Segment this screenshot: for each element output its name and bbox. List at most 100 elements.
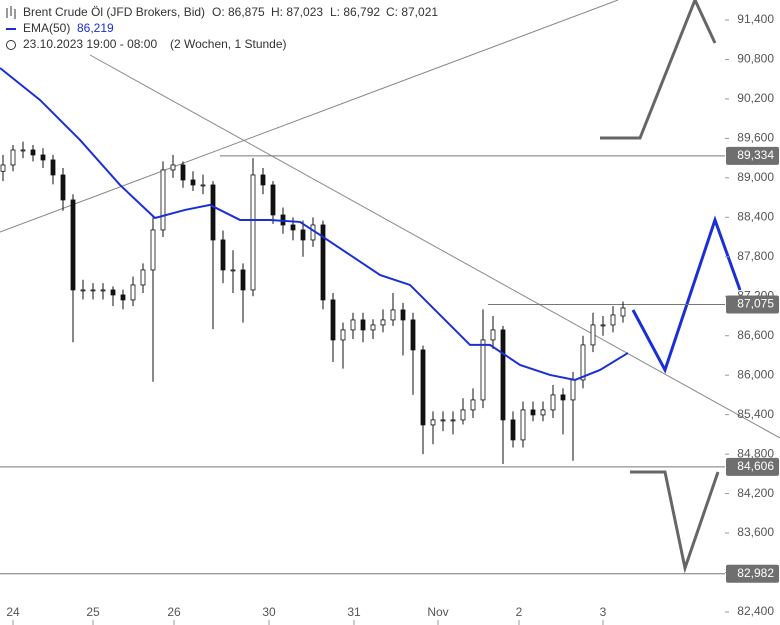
candle-body [10, 149, 16, 166]
level-box [726, 457, 779, 476]
x-tick-label: 2 [516, 605, 523, 619]
plot: 91,400 90,800 90,200 89,600 89,000 88,400 87,8… [0, 12, 779, 625]
level-label: 84,606 [737, 459, 774, 473]
y-tick-label: 90,200 [737, 91, 774, 105]
candle-body [250, 174, 256, 291]
candle-body [290, 224, 296, 231]
y-tick-label: 89,600 [737, 131, 774, 145]
candle-body [470, 399, 476, 411]
candle-body [420, 349, 426, 426]
candle-body [340, 329, 346, 341]
high: H: 87,023 [271, 5, 323, 19]
candle-body [90, 289, 96, 292]
y-tick-label: 89,000 [737, 170, 774, 184]
x-tick-label: 3 [600, 605, 607, 619]
range: (2 Wochen, 1 Stunde) [170, 37, 287, 51]
candle-body [370, 324, 376, 331]
x-tick-label: 24 [6, 605, 20, 619]
candle-body [600, 324, 606, 327]
candle-body [350, 319, 356, 331]
trend-line [0, 0, 619, 233]
ema-line [0, 67, 629, 381]
y-tick-label: 86,000 [737, 367, 774, 381]
scenario-up [600, 0, 717, 140]
clock-icon [6, 40, 16, 50]
candle-body [170, 164, 176, 171]
candle-body [380, 319, 386, 326]
candle-body [400, 309, 406, 321]
candle-body [320, 224, 326, 301]
candle-body [40, 154, 46, 161]
candle-body [560, 394, 566, 401]
low: L: 86,792 [330, 5, 380, 19]
candle-body [180, 164, 186, 181]
candle-body [100, 289, 106, 292]
candle-body [150, 229, 156, 271]
candle-body [60, 174, 66, 201]
candle-body [130, 284, 136, 301]
candle-body [110, 289, 116, 296]
candle-body [330, 299, 336, 341]
candle-body [610, 314, 616, 326]
level-label: 89,334 [737, 148, 774, 162]
y-tick-label: 85,400 [737, 407, 774, 421]
indicator-name: EMA(50) [23, 21, 70, 35]
bar-icon [6, 6, 16, 19]
candle-body [530, 409, 536, 416]
candle-body [410, 319, 416, 351]
x-tick-label: 31 [347, 605, 361, 619]
candle-body [230, 269, 236, 272]
candle-body [490, 329, 496, 341]
candle-body [210, 184, 216, 241]
candle-body [160, 169, 166, 231]
candle-body [140, 269, 146, 286]
close: C: 87,021 [386, 5, 438, 19]
candle-body [390, 309, 396, 321]
candle-body [480, 339, 486, 401]
legend: Brent Crude Öl (JFD Brokers, Bid) O: 86,… [6, 5, 438, 51]
x-tick-label: Nov [427, 605, 448, 619]
indicator-value: 86,219 [77, 21, 114, 35]
y-tick-label: 83,600 [737, 525, 774, 539]
x-tick-label: 26 [167, 605, 181, 619]
candle-body [50, 159, 56, 176]
candle-body [440, 419, 446, 422]
level-label: 87,075 [737, 297, 774, 311]
candle-body [590, 324, 596, 346]
candle-body [300, 229, 306, 241]
candle-body [540, 409, 546, 416]
candle-body [550, 394, 556, 411]
level-box [726, 146, 779, 165]
candle-body [30, 149, 36, 156]
y-tick-label: 82,400 [737, 604, 774, 618]
scenario-down [630, 470, 720, 574]
candle-body [240, 269, 246, 291]
candle-body [500, 329, 506, 421]
candle-body [450, 419, 456, 422]
y-tick-label: 84,800 [737, 446, 774, 460]
candle-body [80, 289, 86, 292]
y-tick-label: 90,800 [737, 52, 774, 66]
instrument-title: Brent Crude Öl (JFD Brokers, Bid) [23, 5, 205, 19]
candle-body [570, 379, 576, 401]
candle-body [360, 319, 366, 331]
drawings [0, 0, 780, 574]
trend-line [89, 54, 780, 439]
candle-body [580, 344, 586, 381]
candle-body [0, 164, 6, 172]
y-tick-label: 88,400 [737, 209, 774, 223]
candle-body [620, 307, 626, 317]
candle-body [20, 149, 26, 152]
candle-body [520, 409, 526, 441]
y-tick-label: 87,800 [737, 249, 774, 263]
candle-body [120, 294, 126, 301]
level-box [726, 295, 779, 314]
y-tick-label: 91,400 [737, 12, 774, 26]
y-tick-label: 86,600 [737, 328, 774, 342]
candle-body [430, 419, 436, 426]
candle-body [460, 409, 466, 421]
candle-body [70, 199, 76, 291]
y-tick-label: 84,200 [737, 486, 774, 500]
x-tick-label: 30 [262, 605, 276, 619]
x-tick-label: 25 [86, 605, 100, 619]
